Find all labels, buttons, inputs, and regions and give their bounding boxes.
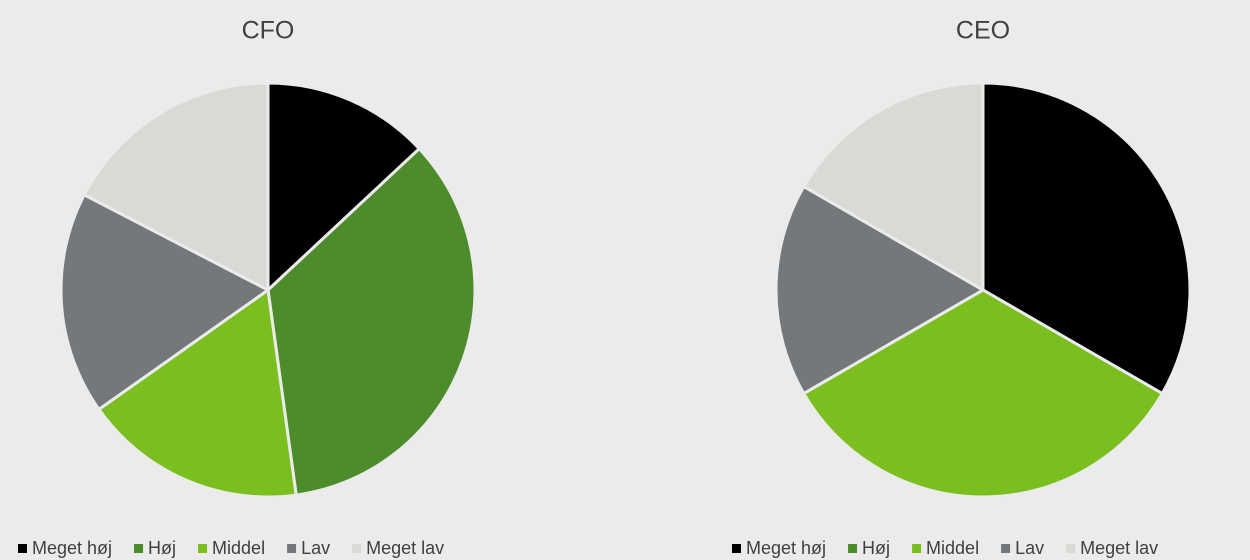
pie-slice xyxy=(97,288,298,499)
legend-swatch xyxy=(18,544,27,553)
legend-swatch xyxy=(287,544,297,553)
legend-swatch xyxy=(1001,544,1011,553)
legend-swatch xyxy=(352,544,362,553)
pie-slice xyxy=(774,185,985,395)
pie-slice xyxy=(82,81,270,292)
legend-label: Høj xyxy=(148,538,176,558)
pie-slice xyxy=(802,288,1164,499)
legend-swatch xyxy=(134,544,144,553)
legend-label: Meget lav xyxy=(1080,538,1158,558)
pie-slice xyxy=(266,147,477,497)
legend-label: Meget høj xyxy=(32,538,112,558)
legend-swatch xyxy=(848,544,858,553)
chart-title: CFO xyxy=(242,17,295,45)
legend-swatch xyxy=(198,544,208,553)
legend-label: Høj xyxy=(862,538,890,558)
pie-slice xyxy=(266,81,421,292)
legend-label: Middel xyxy=(212,538,265,558)
legend-label: Lav xyxy=(301,538,330,558)
legend-label: Meget lav xyxy=(366,538,444,558)
legend-label: Lav xyxy=(1015,538,1044,558)
legend-swatch xyxy=(732,544,741,553)
chart-title: CEO xyxy=(956,17,1010,45)
pie-slice xyxy=(59,193,270,411)
legend-label: Middel xyxy=(926,538,979,558)
legend-swatch xyxy=(1066,544,1076,553)
legend-label: Meget høj xyxy=(746,538,826,558)
pie-slice xyxy=(802,81,985,292)
legend-swatch xyxy=(912,544,922,553)
pie-slice xyxy=(981,81,1192,395)
